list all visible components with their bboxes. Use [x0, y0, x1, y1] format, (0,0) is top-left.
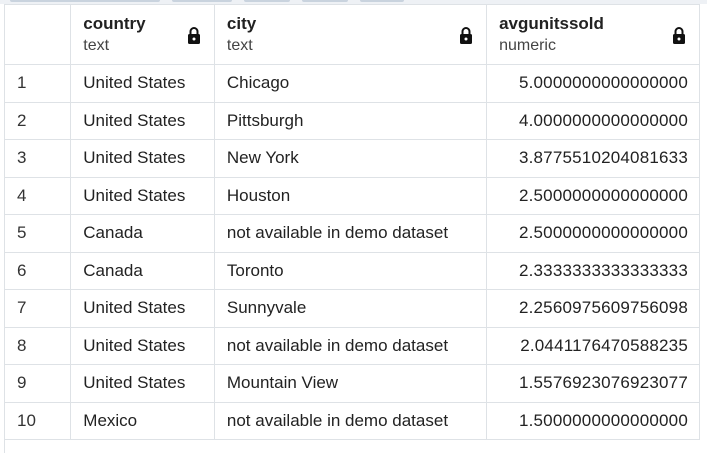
toolbar-tab-edge	[172, 0, 232, 2]
table-row[interactable]: 8 United States not available in demo da…	[3, 326, 700, 365]
toolbar-tab-edge	[360, 0, 404, 2]
cell-country[interactable]: United States	[70, 101, 215, 140]
cell-country[interactable]: United States	[70, 326, 215, 365]
table-row[interactable]: 7 United States Sunnyvale 2.256097560975…	[3, 289, 700, 328]
row-number[interactable]: 9	[3, 364, 72, 403]
cell-city[interactable]: Mountain View	[213, 364, 488, 403]
cell-country[interactable]: United States	[70, 364, 215, 403]
cell-avgunitssold[interactable]: 5.0000000000000000	[486, 64, 700, 103]
row-number[interactable]: 10	[3, 401, 72, 440]
column-type: text	[226, 36, 253, 54]
cell-avgunitssold[interactable]: 2.3333333333333333	[486, 251, 700, 290]
results-grid: country text city text avgunitssold	[3, 4, 700, 440]
cell-country[interactable]: United States	[70, 64, 215, 103]
row-number[interactable]: 1	[3, 64, 72, 103]
row-number-header[interactable]	[3, 4, 72, 65]
cell-city[interactable]: Sunnyvale	[213, 289, 488, 328]
toolbar-tab-edge	[302, 0, 348, 2]
toolbar-tab-edge	[244, 0, 290, 2]
cell-city[interactable]: Toronto	[213, 251, 488, 290]
cell-country[interactable]: Canada	[70, 214, 215, 253]
table-row[interactable]: 1 United States Chicago 5.00000000000000…	[3, 64, 700, 103]
row-number[interactable]: 2	[3, 101, 72, 140]
row-number[interactable]: 4	[3, 176, 72, 215]
cell-avgunitssold[interactable]: 4.0000000000000000	[486, 101, 700, 140]
row-number[interactable]: 7	[3, 289, 72, 328]
cell-avgunitssold[interactable]: 3.8775510204081633	[486, 139, 700, 178]
cell-country[interactable]: Mexico	[70, 401, 215, 440]
column-header-country[interactable]: country text	[70, 4, 215, 65]
row-number[interactable]: 5	[3, 214, 72, 253]
table-row[interactable]: 3 United States New York 3.8775510204081…	[3, 139, 700, 178]
column-type: text	[83, 36, 110, 54]
table-row[interactable]: 10 Mexico not available in demo dataset …	[3, 401, 700, 440]
table-row[interactable]: 5 Canada not available in demo dataset 2…	[3, 214, 700, 253]
toolbar-tab-edge	[10, 0, 160, 2]
row-number[interactable]: 3	[3, 139, 72, 178]
column-header-city[interactable]: city text	[213, 4, 488, 65]
cell-country[interactable]: Canada	[70, 251, 215, 290]
column-type: numeric	[499, 36, 556, 54]
column-name: avgunitssold	[499, 13, 604, 33]
cell-avgunitssold[interactable]: 2.0441176470588235	[486, 326, 700, 365]
cell-city[interactable]: Chicago	[213, 64, 488, 103]
header-row: country text city text avgunitssold	[3, 4, 700, 65]
cell-city[interactable]: not available in demo dataset	[213, 326, 488, 365]
grid-empty-area	[4, 440, 701, 453]
column-name: city	[226, 13, 257, 33]
cell-city[interactable]: not available in demo dataset	[213, 401, 488, 440]
row-number[interactable]: 6	[3, 251, 72, 290]
table-row[interactable]: 4 United States Houston 2.50000000000000…	[3, 176, 700, 215]
cell-city[interactable]: not available in demo dataset	[213, 214, 488, 253]
cell-avgunitssold[interactable]: 2.5000000000000000	[486, 176, 700, 215]
cell-country[interactable]: United States	[70, 176, 215, 215]
table-row[interactable]: 6 Canada Toronto 2.3333333333333333	[3, 251, 700, 290]
cell-country[interactable]: United States	[70, 289, 215, 328]
lock-icon	[460, 26, 473, 44]
cell-city[interactable]: Pittsburgh	[213, 101, 488, 140]
cell-avgunitssold[interactable]: 2.5000000000000000	[486, 214, 700, 253]
column-name: country	[83, 13, 146, 33]
lock-icon	[187, 26, 200, 44]
cell-avgunitssold[interactable]: 1.5576923076923077	[486, 364, 700, 403]
table-row[interactable]: 2 United States Pittsburgh 4.00000000000…	[3, 101, 700, 140]
lock-icon	[673, 26, 685, 44]
column-header-avgunitssold[interactable]: avgunitssold numeric	[486, 4, 700, 65]
cell-city[interactable]: New York	[213, 139, 488, 178]
cell-city[interactable]: Houston	[213, 176, 488, 215]
table-row[interactable]: 9 United States Mountain View 1.55769230…	[3, 364, 700, 403]
cell-country[interactable]: United States	[70, 139, 215, 178]
toolbar-edge	[0, 0, 707, 4]
cell-avgunitssold[interactable]: 1.5000000000000000	[486, 401, 700, 440]
row-number[interactable]: 8	[3, 326, 72, 365]
cell-avgunitssold[interactable]: 2.2560975609756098	[486, 289, 700, 328]
